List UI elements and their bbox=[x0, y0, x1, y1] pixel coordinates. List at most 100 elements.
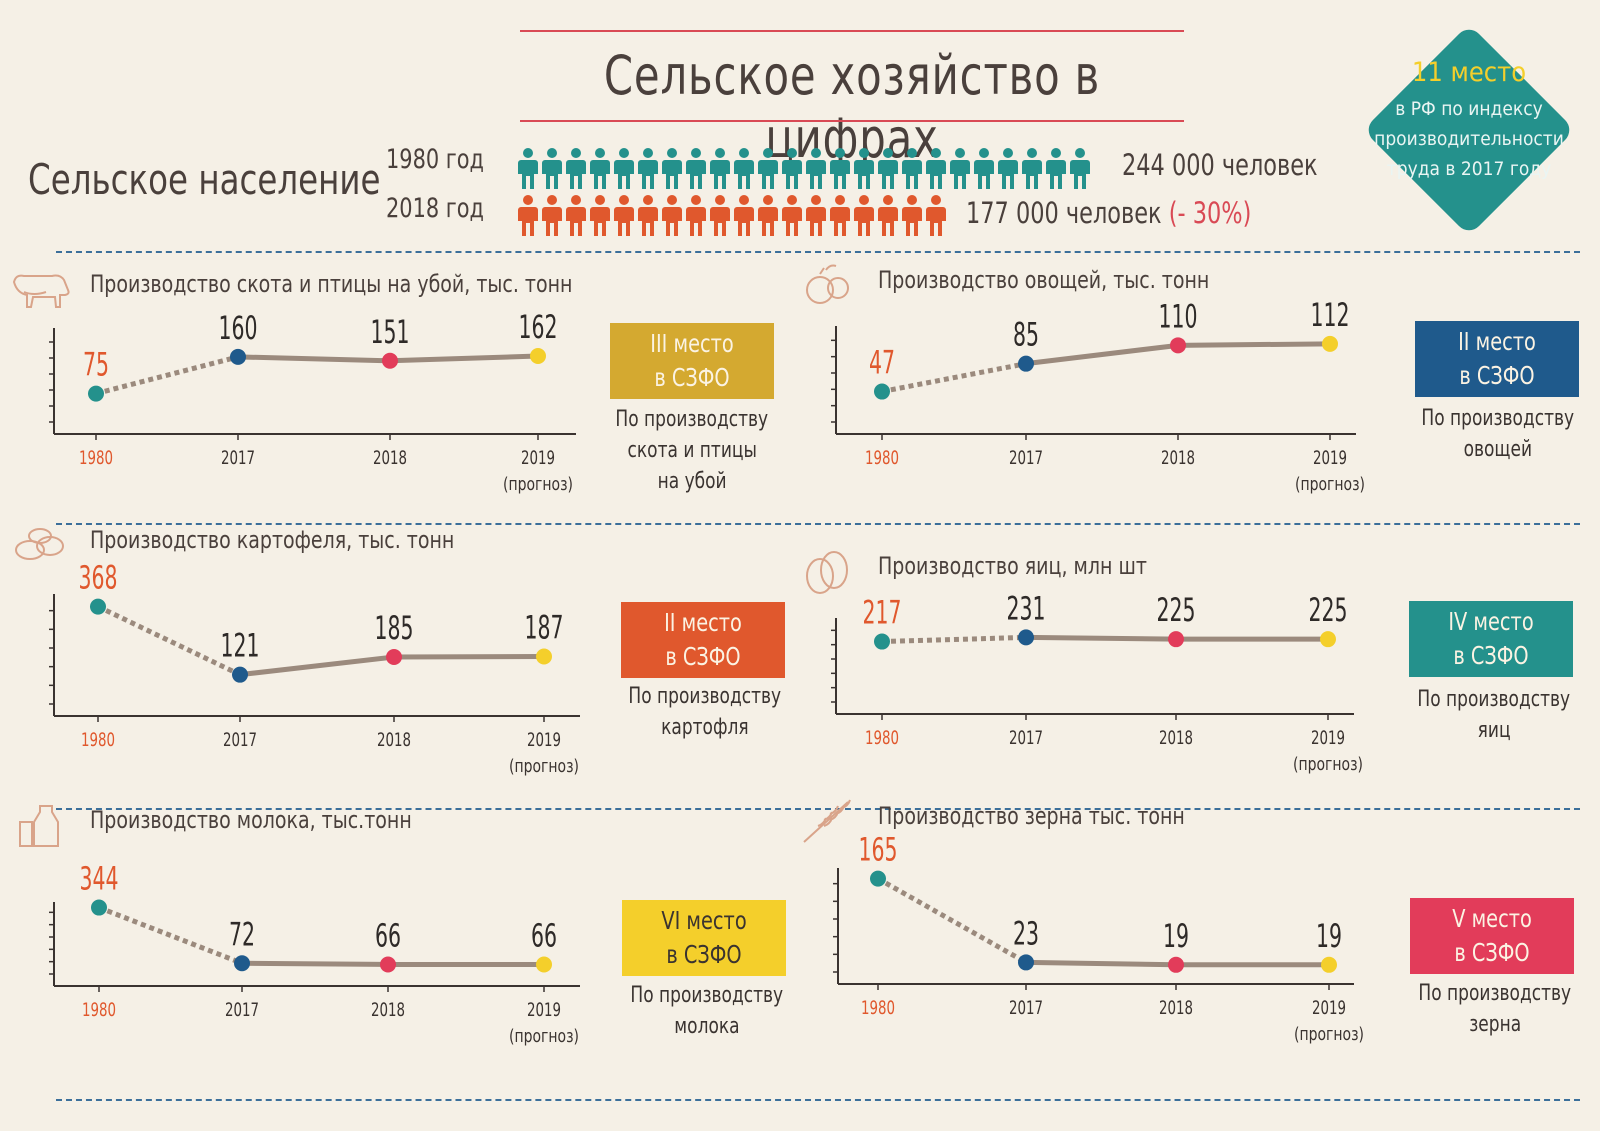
line-segment-dotted bbox=[98, 905, 243, 966]
badge-place: V место bbox=[1452, 904, 1532, 933]
chart-title: Производство овощей, тыс. тонн bbox=[878, 266, 1210, 294]
person-icon bbox=[660, 147, 684, 191]
data-point bbox=[530, 348, 546, 365]
ranking-badge: VI место в СЗФО bbox=[622, 900, 786, 976]
data-label: 121 bbox=[221, 627, 260, 665]
person-icon bbox=[612, 194, 636, 238]
data-point bbox=[1168, 631, 1184, 648]
line-chart: 1980 2017 2018 2019 (прогноз) 47 85 110 112 bbox=[831, 296, 1365, 495]
badge-description: По производству зерна bbox=[1395, 978, 1595, 1040]
chart-title: Производство скота и птицы на убой, тыс.… bbox=[90, 270, 573, 298]
badge-place: II место bbox=[1458, 327, 1536, 356]
badge-description-line: По производству bbox=[615, 407, 769, 432]
ranking-line-1: в РФ по индексу bbox=[1395, 98, 1543, 120]
ranking-line-3: труда в 2017 году bbox=[1386, 158, 1552, 180]
person-icon bbox=[900, 147, 924, 191]
person-icon bbox=[804, 194, 828, 238]
data-label: 162 bbox=[519, 308, 558, 346]
data-point bbox=[1018, 954, 1034, 971]
data-label: 85 bbox=[1013, 316, 1039, 354]
person-icon bbox=[948, 147, 972, 191]
data-label: 66 bbox=[531, 916, 557, 954]
badge-region: в СЗФО bbox=[1459, 361, 1535, 390]
x-tick-label: 2017 bbox=[225, 999, 259, 1021]
data-label: 23 bbox=[1013, 914, 1039, 952]
badge-description: По производству яиц bbox=[1394, 684, 1594, 746]
title-top-rule bbox=[520, 30, 1184, 32]
population-label: Сельское население bbox=[28, 155, 381, 204]
person-icon bbox=[828, 147, 852, 191]
person-icon bbox=[684, 194, 708, 238]
ranking-line-2: производительности bbox=[1374, 128, 1564, 150]
badge-description-line: По производству bbox=[630, 983, 784, 1008]
data-point bbox=[380, 956, 396, 973]
person-icon bbox=[516, 194, 540, 238]
person-icon bbox=[636, 194, 660, 238]
data-label: 160 bbox=[219, 309, 258, 347]
badge-place: IV место bbox=[1448, 607, 1534, 636]
milk-icon bbox=[10, 800, 72, 850]
population-year-2018: 2018 год bbox=[386, 193, 484, 224]
cow-icon bbox=[10, 264, 72, 314]
badge-region: в СЗФО bbox=[666, 940, 742, 969]
badge-region: в СЗФО bbox=[1453, 641, 1529, 670]
line-segment-dotted bbox=[96, 604, 242, 677]
x-tick-label: 2018 bbox=[1159, 727, 1193, 749]
person-icon bbox=[708, 194, 732, 238]
panel-milk: Производство молока, тыс.тонн 1980 2017 201… bbox=[10, 805, 800, 1092]
person-icon bbox=[876, 147, 900, 191]
badge-description-line: скота и птицы bbox=[627, 438, 757, 463]
data-label: 110 bbox=[1159, 297, 1198, 335]
data-point bbox=[230, 348, 246, 365]
divider bbox=[56, 523, 1580, 525]
x-tick-label: 2018 bbox=[1159, 997, 1193, 1019]
population-change: (- 30%) bbox=[1168, 196, 1252, 230]
person-icon bbox=[900, 194, 924, 238]
x-tick-label: 2017 bbox=[1009, 727, 1043, 749]
x-tick-label: 1980 bbox=[865, 727, 899, 749]
badge-description: По производству овощей bbox=[1398, 403, 1598, 465]
person-icon bbox=[564, 147, 588, 191]
ranking-badge: V место в СЗФО bbox=[1410, 898, 1574, 974]
badge-description: По производству картофля bbox=[605, 681, 805, 743]
person-icon bbox=[708, 147, 732, 191]
data-label: 231 bbox=[1007, 589, 1046, 627]
person-icon bbox=[732, 194, 756, 238]
x-tick-label: 2019 bbox=[521, 447, 555, 469]
data-label: 187 bbox=[525, 608, 564, 646]
person-icon bbox=[660, 194, 684, 238]
x-tick-label: 2017 bbox=[223, 729, 257, 751]
badge-description-line: зерна bbox=[1469, 1012, 1521, 1037]
data-point bbox=[536, 956, 552, 973]
person-icon bbox=[828, 194, 852, 238]
line-chart: 1980 2017 2018 2019 (прогноз) 75 160 151 162 bbox=[49, 308, 576, 495]
wheat-icon bbox=[798, 796, 860, 846]
people-row-1980 bbox=[516, 147, 1092, 191]
badge-description-line: По производству bbox=[628, 684, 782, 709]
divider bbox=[56, 251, 1580, 253]
person-icon bbox=[732, 147, 756, 191]
data-label: 368 bbox=[79, 559, 118, 597]
line-chart: 1980 2017 2018 2019 (прогноз) 217 231 225 225 bbox=[831, 589, 1363, 775]
x-tick-label: 1980 bbox=[82, 999, 116, 1021]
x-tick-label: 2018 bbox=[1161, 447, 1195, 469]
x-tick-label: 2019 bbox=[527, 729, 561, 751]
data-point bbox=[234, 955, 250, 972]
eggs-icon bbox=[798, 546, 860, 596]
line-segment-dotted bbox=[881, 361, 1027, 394]
data-label: 47 bbox=[869, 344, 895, 382]
x-tick-label: 2017 bbox=[1009, 997, 1043, 1019]
data-point bbox=[382, 352, 398, 369]
badge-description-line: яиц bbox=[1477, 718, 1511, 743]
vegetables-icon bbox=[798, 260, 860, 310]
data-point bbox=[1170, 337, 1186, 354]
data-label: 151 bbox=[371, 313, 410, 351]
header: Сельское хозяйство в цифрах bbox=[520, 30, 1184, 170]
person-icon bbox=[612, 147, 636, 191]
person-icon bbox=[780, 147, 804, 191]
person-icon bbox=[540, 194, 564, 238]
data-point bbox=[536, 648, 552, 665]
panel-vegetables: Производство овощей, тыс. тонн 1980 2017 20… bbox=[798, 264, 1588, 536]
x-tick-note: (прогноз) bbox=[1293, 754, 1363, 775]
population-count-1980: 244 000 человек bbox=[1122, 148, 1318, 182]
